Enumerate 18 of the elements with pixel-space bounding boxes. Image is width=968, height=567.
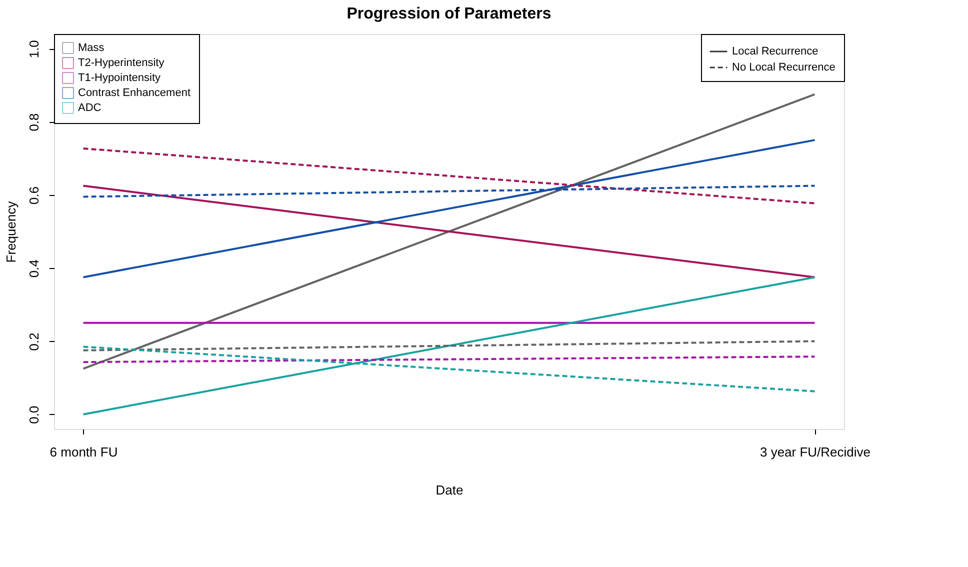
y-tick-label: 0.8 [26, 113, 42, 132]
annotation: No Local Recurrence [732, 62, 836, 74]
legend-label: Contrast Enhancement [78, 87, 191, 99]
y-tick-label: 0.4 [26, 260, 42, 278]
annotation: Local Recurrence [732, 46, 818, 58]
y-tick-label: 0.6 [26, 186, 42, 204]
legend-label: T2-Hyperintensity [78, 57, 165, 69]
x-tick-label: 3 year FU/Recidive [760, 444, 871, 460]
x-tick-label: 6 month FU [50, 444, 118, 460]
legend-label: T1-Hypointensity [78, 72, 162, 84]
chart-title: Progression of Parameters [346, 6, 552, 22]
legend-label: Mass [78, 42, 105, 54]
y-tick-label: 1.0 [26, 40, 42, 58]
y-tick-label: 0.2 [26, 332, 42, 351]
y-axis-title: Frequency [4, 200, 18, 263]
legend-label: ADC [78, 102, 102, 114]
y-tick-label: 0.0 [26, 406, 42, 424]
x-axis-title: Date [436, 482, 464, 498]
